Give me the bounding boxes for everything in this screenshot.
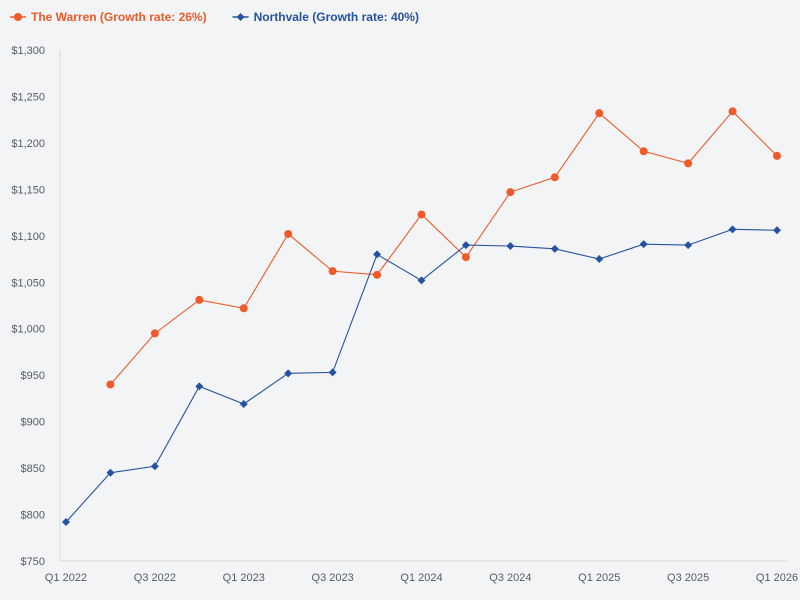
- y-tick-label-850: $850: [21, 463, 45, 475]
- point-the-warren-q1-2026[interactable]: [773, 151, 781, 160]
- point-northvale-q2-2023[interactable]: [284, 369, 293, 378]
- y-tick-label-1-150: $1,150: [11, 184, 45, 196]
- x-tick-label-q3-2025: Q3 2025: [667, 572, 709, 584]
- point-northvale-q1-2026[interactable]: [773, 226, 781, 235]
- point-northvale-q4-2022[interactable]: [195, 382, 204, 391]
- series-line-the-warren: [110, 110, 778, 385]
- point-the-warren-q3-2024[interactable]: [506, 188, 515, 197]
- point-the-warren-q3-2023[interactable]: [328, 267, 337, 276]
- point-northvale-q2-2024[interactable]: [461, 241, 470, 250]
- point-northvale-q4-2023[interactable]: [373, 250, 382, 259]
- x-tick-label-q1-2022: Q1 2022: [45, 572, 87, 584]
- point-northvale-q3-2024[interactable]: [506, 242, 515, 251]
- x-tick-label-q1-2025: Q1 2025: [578, 572, 620, 584]
- point-northvale-q3-2022[interactable]: [150, 462, 159, 471]
- point-the-warren-q4-2022[interactable]: [195, 295, 204, 304]
- series-line-northvale: [65, 228, 778, 523]
- point-northvale-q2-2025[interactable]: [639, 240, 648, 249]
- point-northvale-q4-2024[interactable]: [550, 244, 559, 253]
- point-the-warren-q3-2022[interactable]: [150, 329, 159, 338]
- point-northvale-q1-2023[interactable]: [239, 399, 248, 408]
- x-tick-label-q3-2022: Q3 2022: [134, 572, 176, 584]
- y-tick-label-1-000: $1,000: [11, 324, 45, 336]
- point-northvale-q2-2022[interactable]: [106, 468, 115, 477]
- y-tick-label-1-050: $1,050: [11, 277, 45, 289]
- y-tick-label-800: $800: [21, 510, 45, 522]
- point-the-warren-q4-2023[interactable]: [373, 270, 382, 279]
- legend-marker-northvale: [236, 13, 245, 21]
- point-the-warren-q2-2023[interactable]: [284, 229, 293, 238]
- y-tick-label-1-300: $1,300: [11, 45, 45, 57]
- point-northvale-q1-2022[interactable]: [62, 517, 70, 526]
- x-tick-label-q3-2024: Q3 2024: [489, 572, 531, 584]
- point-the-warren-q2-2022[interactable]: [106, 380, 115, 389]
- point-northvale-q1-2024[interactable]: [417, 276, 426, 285]
- legend-label-northvale[interactable]: Northvale (Growth rate: 40%): [254, 10, 419, 24]
- x-tick-label-q1-2026: Q1 2026: [756, 572, 798, 584]
- point-northvale-q3-2025[interactable]: [684, 241, 693, 250]
- y-tick-label-1-200: $1,200: [11, 138, 45, 150]
- legend-label-the-warren[interactable]: The Warren (Growth rate: 26%): [31, 10, 207, 24]
- point-the-warren-q3-2025[interactable]: [684, 159, 693, 168]
- y-tick-label-950: $950: [21, 370, 45, 382]
- point-the-warren-q2-2025[interactable]: [639, 147, 648, 156]
- point-northvale-q4-2025[interactable]: [728, 225, 737, 234]
- point-northvale-q1-2025[interactable]: [595, 255, 604, 264]
- y-tick-label-1-100: $1,100: [11, 231, 45, 243]
- point-the-warren-q4-2024[interactable]: [550, 173, 559, 182]
- x-tick-label-q1-2023: Q1 2023: [223, 572, 265, 584]
- point-the-warren-q1-2023[interactable]: [239, 304, 248, 313]
- point-the-warren-q4-2025[interactable]: [728, 107, 737, 116]
- point-the-warren-q1-2025[interactable]: [595, 109, 604, 118]
- x-tick-label-q1-2024: Q1 2024: [400, 572, 442, 584]
- y-tick-label-900: $900: [21, 417, 45, 429]
- point-the-warren-q2-2024[interactable]: [461, 253, 470, 262]
- x-tick-label-q3-2023: Q3 2023: [312, 572, 354, 584]
- point-northvale-q3-2023[interactable]: [328, 368, 337, 377]
- point-the-warren-q1-2024[interactable]: [417, 210, 426, 219]
- legend-marker-the-warren: [14, 13, 22, 21]
- y-tick-label-750: $750: [21, 556, 45, 568]
- y-tick-label-1-250: $1,250: [11, 91, 45, 103]
